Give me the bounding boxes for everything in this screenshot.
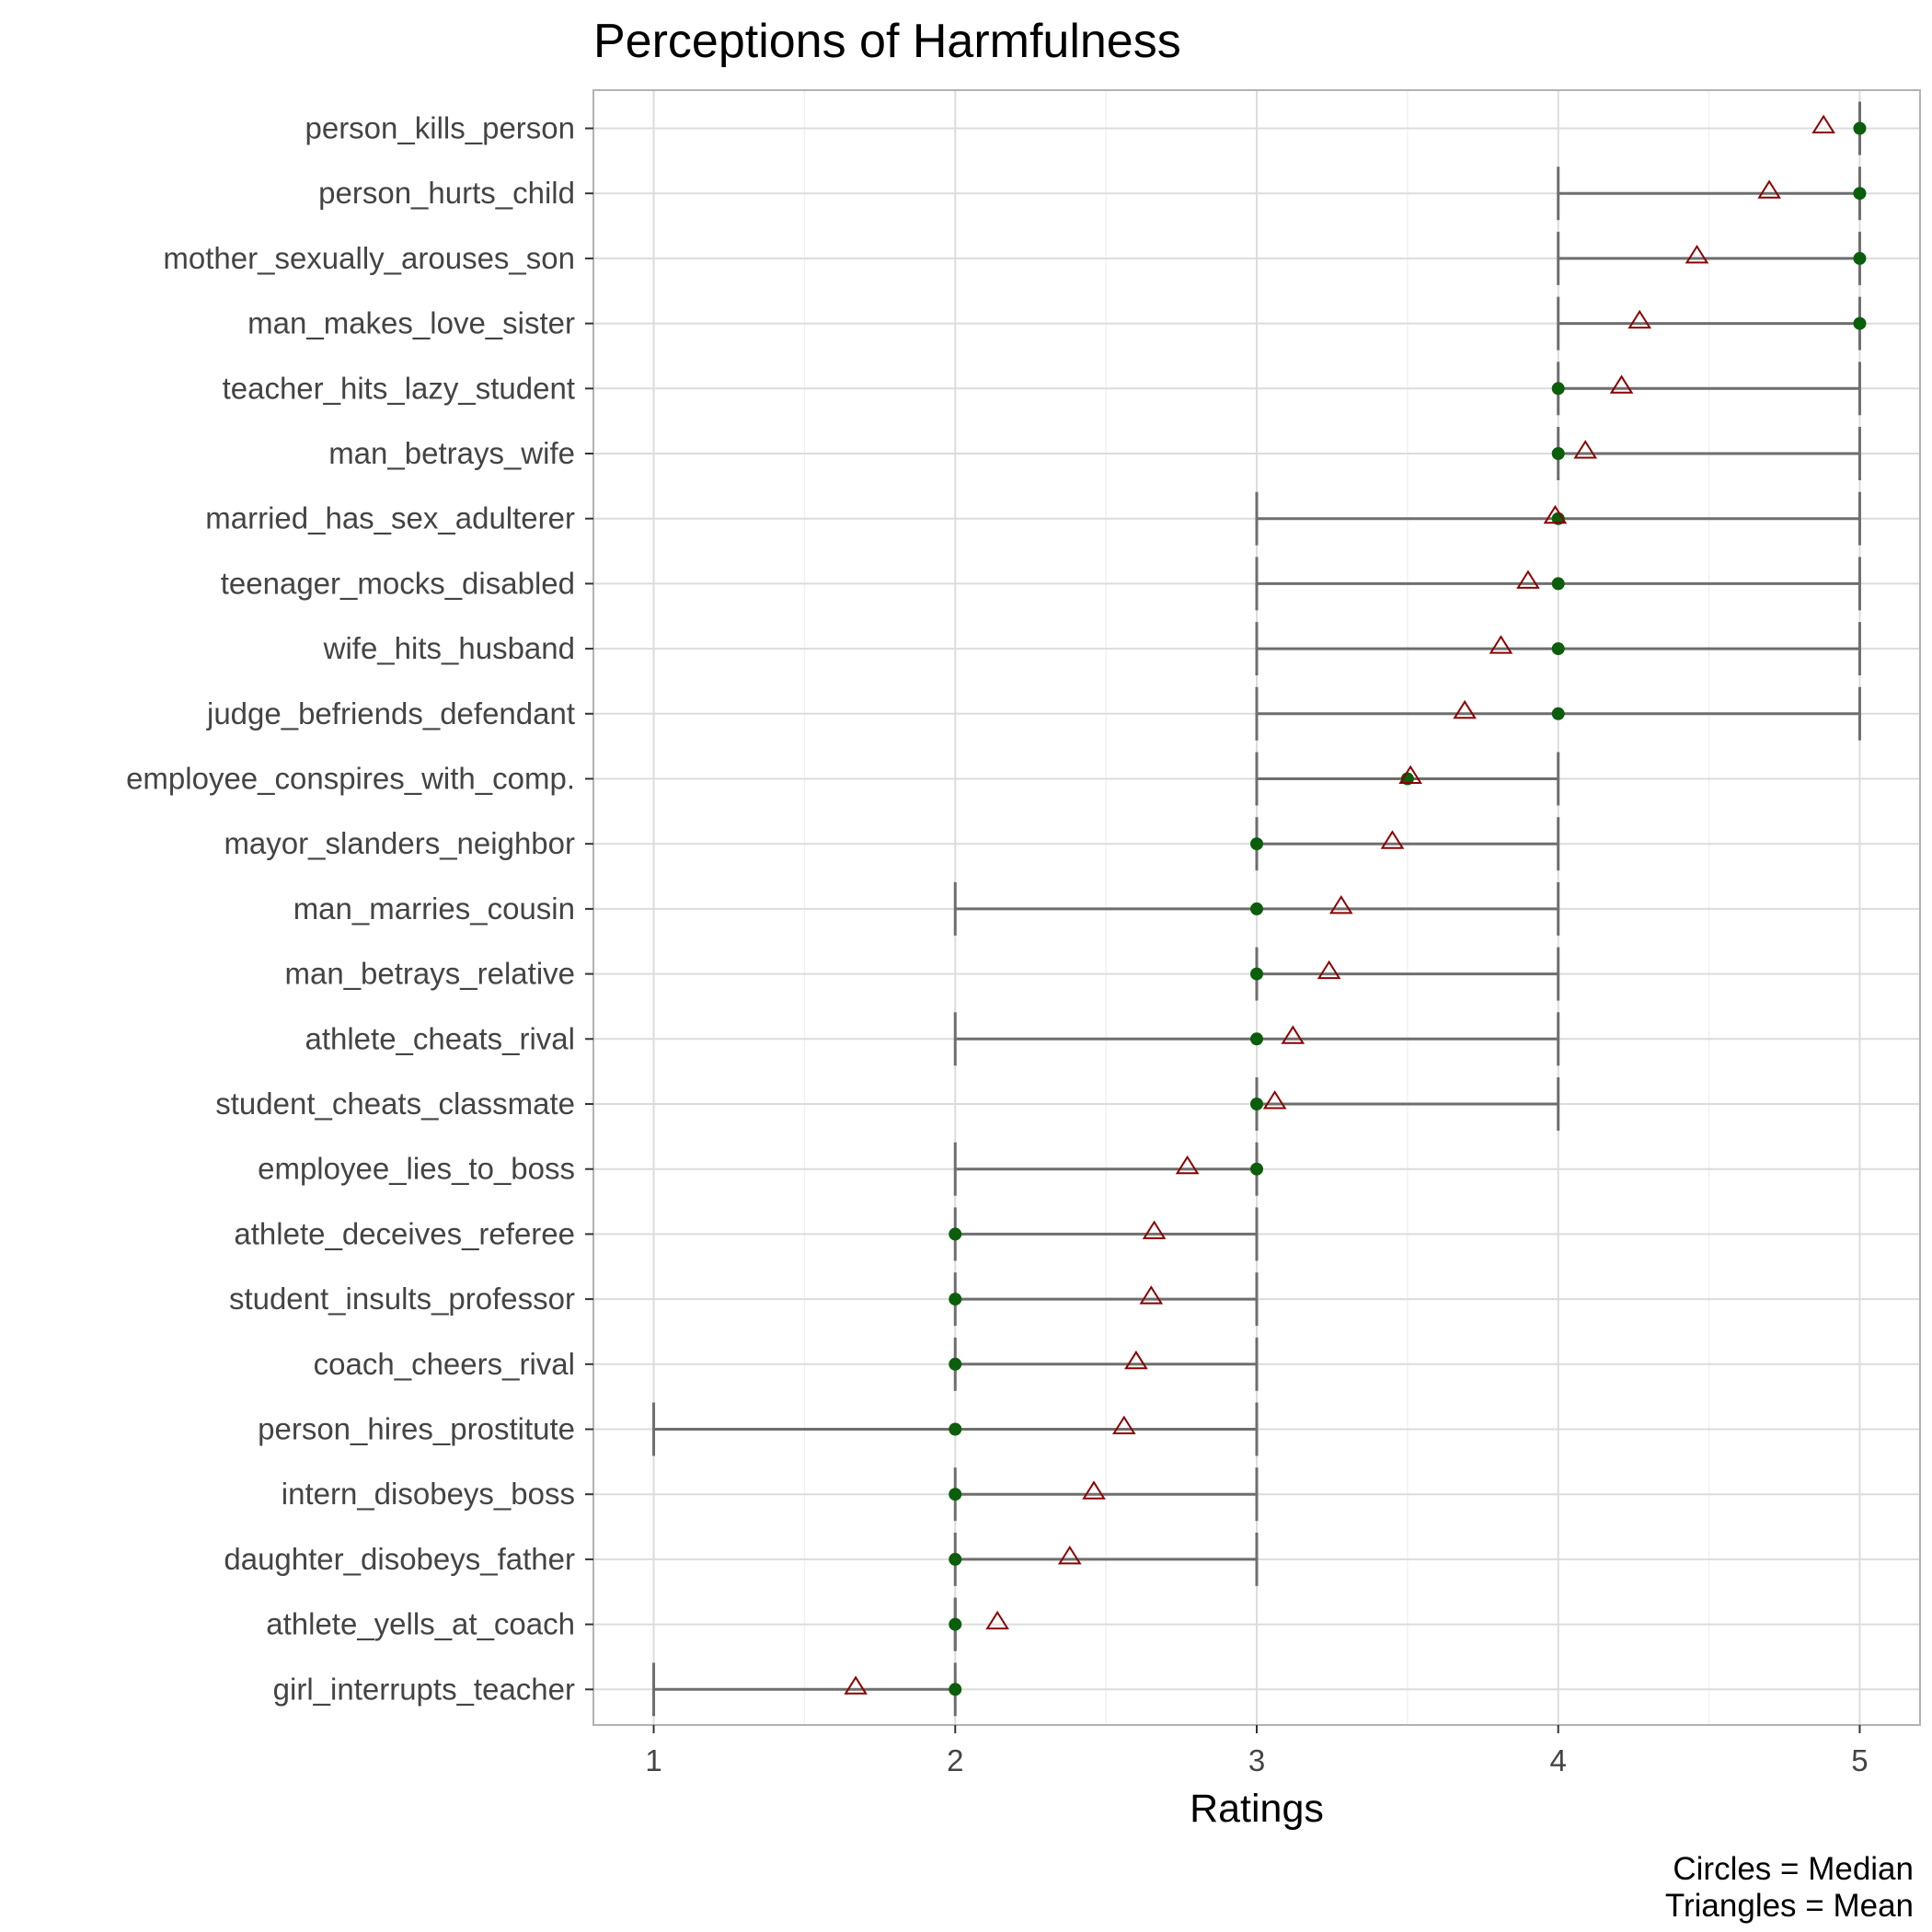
mean-point xyxy=(1262,1090,1287,1110)
y-tick-label: man_betrays_relative xyxy=(285,957,576,991)
mean-point xyxy=(844,1675,868,1695)
median-point xyxy=(949,1552,962,1566)
y-tick-label: intern_disobeys_boss xyxy=(282,1477,575,1511)
y-tick-label: daughter_disobeys_father xyxy=(224,1542,575,1576)
mean-point xyxy=(1380,830,1405,849)
median-point xyxy=(1250,837,1263,851)
y-tick-label: person_hires_prostitute xyxy=(258,1412,575,1446)
median-point xyxy=(1551,707,1565,720)
median-point xyxy=(1551,642,1565,656)
y-tick-label: student_cheats_classmate xyxy=(215,1087,575,1121)
mean-point xyxy=(1757,179,1781,199)
mean-point xyxy=(1142,1220,1167,1239)
median-point xyxy=(949,1293,962,1306)
y-tick-label: mother_sexually_arouses_son xyxy=(163,241,575,275)
mean-point xyxy=(1139,1285,1164,1305)
y-tick-label: mayor_slanders_neighbor xyxy=(224,826,575,860)
y-tick-label: coach_cheers_rival xyxy=(314,1347,575,1381)
median-point xyxy=(949,1683,962,1696)
median-point xyxy=(1853,187,1867,201)
caption-mean: Triangles = Mean xyxy=(1665,1888,1914,1924)
mean-point xyxy=(1398,765,1422,784)
x-tick-label: 2 xyxy=(947,1743,963,1777)
mean-point xyxy=(1627,309,1652,329)
median-point xyxy=(1250,902,1263,915)
median-point xyxy=(949,1617,962,1631)
mean-point xyxy=(1317,960,1341,980)
median-point xyxy=(1250,967,1263,981)
y-tick-label: man_betrays_wife xyxy=(328,436,575,470)
mean-point xyxy=(1453,699,1477,719)
y-tick-label: person_kills_person xyxy=(305,111,575,145)
y-tick-label: man_makes_love_sister xyxy=(247,306,575,340)
x-tick-label: 4 xyxy=(1550,1743,1567,1777)
median-point xyxy=(1853,316,1867,330)
median-point xyxy=(1250,1032,1263,1046)
median-point xyxy=(949,1488,962,1501)
mean-point xyxy=(1082,1480,1106,1500)
mean-point xyxy=(1573,440,1598,459)
x-axis-label: Ratings xyxy=(1190,1787,1324,1831)
mean-point xyxy=(1516,569,1540,589)
y-tick-label: girl_interrupts_teacher xyxy=(273,1672,575,1706)
mean-point xyxy=(1057,1546,1082,1565)
median-point xyxy=(1551,447,1565,460)
x-tick-label: 1 xyxy=(645,1743,661,1777)
mean-point xyxy=(1175,1155,1200,1175)
median-point xyxy=(949,1422,962,1436)
median-point xyxy=(1551,577,1565,591)
median-point xyxy=(1853,121,1867,135)
median-point xyxy=(949,1357,962,1371)
y-tick-label: man_marries_cousin xyxy=(293,891,575,926)
plot-area: person_kills_person person_hurts_childmot… xyxy=(126,89,1921,1777)
y-tick-label: athlete_cheats_rival xyxy=(305,1021,575,1055)
y-tick-label: employee_lies_to_boss xyxy=(258,1152,575,1186)
y-tick-label: employee_conspires_with_comp. xyxy=(126,762,575,796)
mean-point xyxy=(1124,1350,1148,1370)
chart-title: Perceptions of Harmfulness xyxy=(593,15,1181,68)
mean-point xyxy=(1543,504,1568,524)
mean-point xyxy=(1489,635,1513,654)
y-tick-label: teenager_mocks_disabled xyxy=(221,566,575,600)
mean-point xyxy=(1111,1415,1136,1434)
mean-point xyxy=(1811,114,1835,133)
mean-point xyxy=(985,1610,1009,1630)
median-point xyxy=(1853,251,1867,265)
median-point xyxy=(1250,1162,1263,1176)
x-tick-label: 3 xyxy=(1248,1743,1265,1777)
mean-point xyxy=(1281,1025,1305,1044)
median-point xyxy=(949,1227,962,1241)
y-tick-label: student_insults_professor xyxy=(229,1282,575,1316)
y-tick-label: person_hurts_child xyxy=(318,176,575,210)
y-tick-label: married_has_sex_adulterer xyxy=(205,501,575,535)
y-tick-label: athlete_yells_at_coach xyxy=(266,1607,575,1641)
mean-point xyxy=(1609,374,1634,394)
median-point xyxy=(1250,1098,1263,1110)
mean-point xyxy=(1328,895,1353,914)
x-tick-label: 5 xyxy=(1851,1743,1868,1777)
y-tick-label: teacher_hits_lazy_student xyxy=(223,371,575,405)
median-point xyxy=(1551,382,1565,396)
y-tick-label: judge_befriends_defendant xyxy=(206,696,575,730)
y-tick-label: athlete_deceives_referee xyxy=(234,1216,575,1250)
caption-median: Circles = Median xyxy=(1673,1851,1914,1887)
mean-point xyxy=(1685,245,1709,264)
y-tick-label: wife_hits_husband xyxy=(323,631,575,665)
